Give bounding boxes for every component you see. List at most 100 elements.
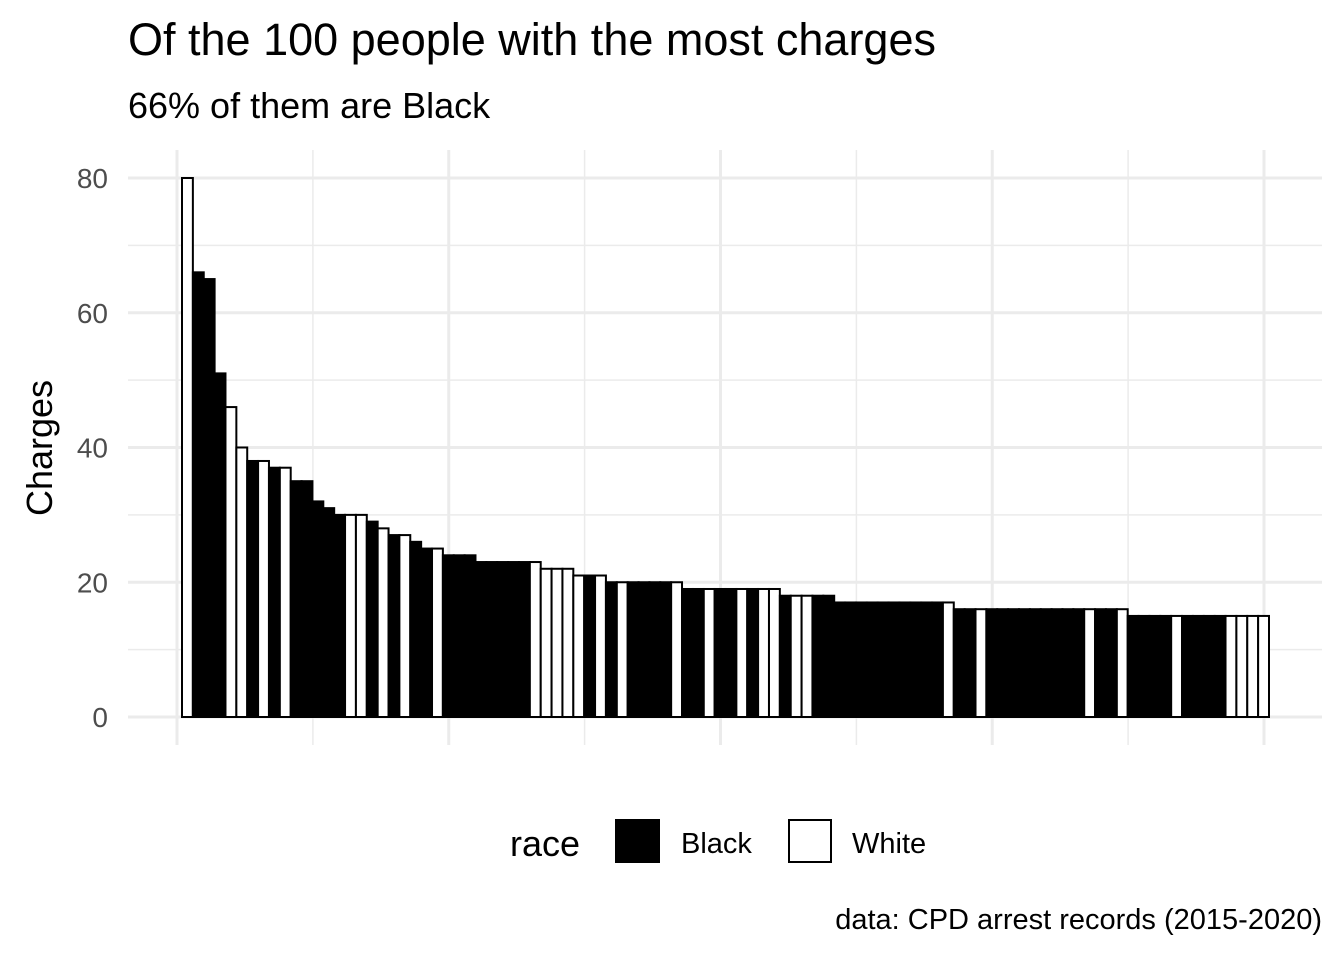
bar-6-white [235, 446, 249, 718]
bar-59-black [811, 594, 825, 718]
bar-10-white [278, 466, 292, 718]
bar-14-black [322, 507, 336, 719]
bar-95-black [1202, 614, 1216, 718]
legend-swatch-white [788, 819, 832, 863]
bar-84-white [1083, 608, 1097, 719]
bar-69-black [920, 601, 934, 719]
bar-71-white [941, 601, 955, 719]
bar-8-white [257, 459, 270, 718]
bar-17-white [354, 513, 368, 718]
bar-41-white [615, 581, 629, 718]
bar-47-black [681, 587, 694, 718]
bar-90-black [1148, 614, 1162, 718]
bar-13-black [311, 500, 325, 718]
bar-52-white [735, 587, 749, 718]
bar-58-white [800, 594, 814, 718]
bar-92-white [1170, 614, 1184, 718]
bar-76-black [996, 608, 1010, 719]
bar-22-black [409, 540, 423, 719]
bar-18-black [365, 520, 379, 718]
bar-65-black [876, 601, 890, 719]
bar-34-white [539, 567, 553, 719]
bar-75-black [985, 608, 999, 719]
bar-20-black [387, 534, 401, 719]
legend-swatch-black [615, 819, 660, 863]
bar-70-black [931, 601, 944, 719]
y-tick-label: 60 [77, 298, 108, 329]
bar-81-black [1050, 608, 1064, 719]
bar-5-white [224, 406, 238, 718]
bar-89-black [1137, 614, 1151, 718]
bar-63-black [854, 601, 868, 719]
legend: race Black White [510, 819, 926, 864]
bar-88-black [1126, 614, 1140, 718]
bar-16-white [344, 513, 357, 718]
bar-93-black [1181, 614, 1194, 718]
bar-60-black [822, 594, 836, 718]
bar-74-white [974, 608, 988, 719]
bar-43-black [637, 581, 651, 718]
bar-80-black [1039, 608, 1053, 719]
bar-79-black [1028, 608, 1042, 719]
bar-19-white [376, 527, 390, 718]
bar-7-black [246, 459, 260, 718]
bar-77-black [1007, 608, 1020, 719]
bar-96-black [1213, 614, 1227, 718]
bar-86-black [1104, 608, 1118, 719]
bar-2-black [191, 271, 205, 718]
bar-73-black [963, 608, 977, 719]
bar-42-black [626, 581, 640, 718]
bar-23-black [420, 547, 434, 718]
bar-55-white [767, 587, 781, 718]
bar-53-black [746, 587, 760, 718]
bar-38-black [583, 574, 597, 719]
bar-87-white [1115, 608, 1129, 719]
bar-54-white [757, 587, 770, 718]
bar-29-black [485, 561, 499, 718]
bar-45-black [659, 581, 673, 718]
bar-97-white [1224, 614, 1238, 718]
bar-3-black [202, 278, 216, 718]
bar-99-white [1246, 614, 1260, 718]
bar-25-black [441, 554, 455, 718]
bar-21-white [398, 534, 412, 719]
bar-30-black [496, 561, 510, 718]
bars [181, 177, 1271, 719]
bar-1-white [181, 177, 194, 718]
legend-label-white: White [852, 828, 926, 860]
bar-40-black [604, 581, 618, 718]
bar-56-black [778, 594, 792, 718]
bar-57-white [789, 594, 803, 718]
bar-36-white [561, 567, 575, 719]
y-tick-label: 80 [77, 163, 108, 194]
bar-26-black [452, 554, 466, 718]
bar-12-black [300, 480, 314, 718]
chart-subtitle: 66% of them are Black [128, 85, 491, 126]
bar-37-white [572, 574, 586, 719]
y-tick-label: 40 [77, 433, 108, 464]
bar-44-black [648, 581, 662, 718]
bar-78-black [1017, 608, 1031, 719]
bar-100-white [1257, 614, 1271, 718]
bar-82-black [1061, 608, 1075, 719]
legend-label-black: Black [681, 828, 752, 860]
bar-98-white [1235, 614, 1249, 718]
legend-title: race [510, 823, 580, 864]
y-axis-label: Charges [19, 380, 60, 516]
bar-50-black [713, 587, 727, 718]
bar-64-black [865, 601, 879, 719]
bar-68-black [909, 601, 923, 719]
bar-72-black [952, 608, 966, 719]
bar-9-black [267, 466, 281, 718]
bar-4-black [213, 372, 227, 718]
y-tick-label: 20 [77, 567, 108, 598]
bar-83-black [1072, 608, 1086, 719]
bar-35-white [550, 567, 564, 719]
bar-94-black [1191, 614, 1205, 718]
bar-85-black [1094, 608, 1107, 719]
bar-27-black [463, 554, 477, 718]
bar-39-white [594, 574, 607, 719]
bar-67-black [898, 601, 912, 719]
bar-66-black [887, 601, 901, 719]
